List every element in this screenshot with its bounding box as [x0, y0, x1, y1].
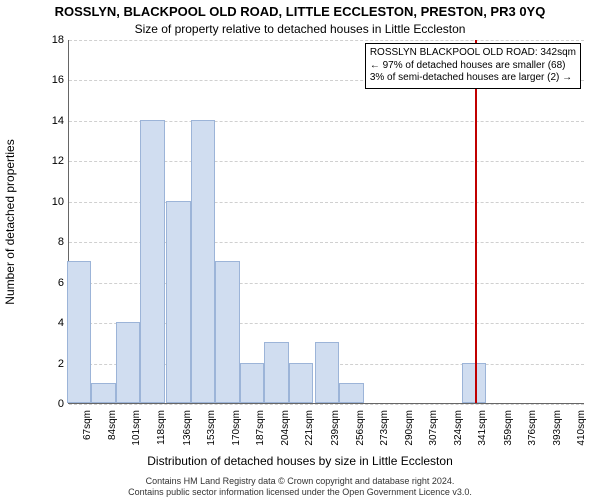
- info-box: ROSSLYN BLACKPOOL OLD ROAD: 342sqm ← 97%…: [365, 43, 581, 89]
- bars-layer: [69, 40, 584, 403]
- xtick-label: 290sqm: [404, 410, 415, 458]
- bar: [289, 363, 314, 403]
- xtick-label: 221sqm: [304, 410, 315, 458]
- footer: Contains HM Land Registry data © Crown c…: [0, 476, 600, 498]
- bar: [264, 342, 289, 403]
- bar: [339, 383, 364, 403]
- ytick-label: 2: [34, 358, 64, 370]
- ytick-label: 6: [34, 277, 64, 289]
- xtick-label: 359sqm: [503, 410, 514, 458]
- footer-line-2: Contains public sector information licen…: [0, 487, 600, 498]
- gridline-h: [69, 404, 584, 405]
- xtick-label: 410sqm: [576, 410, 587, 458]
- chart-main-title: ROSSLYN, BLACKPOOL OLD ROAD, LITTLE ECCL…: [0, 4, 600, 19]
- info-line-2: ← 97% of detached houses are smaller (68…: [370, 60, 576, 73]
- xtick-label: 118sqm: [156, 410, 167, 458]
- bar: [240, 363, 265, 403]
- xtick-label: 170sqm: [231, 410, 242, 458]
- xtick-label: 136sqm: [182, 410, 193, 458]
- xtick-label: 67sqm: [82, 410, 93, 458]
- bar: [166, 201, 191, 403]
- ytick-label: 18: [34, 34, 64, 46]
- ytick-label: 8: [34, 236, 64, 248]
- ytick-label: 16: [34, 74, 64, 86]
- footer-line-1: Contains HM Land Registry data © Crown c…: [0, 476, 600, 487]
- plot-area: ROSSLYN BLACKPOOL OLD ROAD: 342sqm ← 97%…: [68, 40, 584, 404]
- bar: [315, 342, 340, 403]
- xtick-label: 101sqm: [131, 410, 142, 458]
- bar: [116, 322, 141, 403]
- xtick-label: 324sqm: [453, 410, 464, 458]
- ytick-label: 0: [34, 398, 64, 410]
- xtick-label: 273sqm: [379, 410, 390, 458]
- ytick-label: 4: [34, 317, 64, 329]
- bar: [140, 120, 165, 403]
- bar: [67, 261, 92, 403]
- chart-sub-title: Size of property relative to detached ho…: [0, 22, 600, 36]
- xtick-label: 204sqm: [280, 410, 291, 458]
- ytick-label: 14: [34, 115, 64, 127]
- xtick-label: 187sqm: [255, 410, 266, 458]
- xtick-label: 239sqm: [330, 410, 341, 458]
- chart-container: ROSSLYN, BLACKPOOL OLD ROAD, LITTLE ECCL…: [0, 0, 600, 500]
- xtick-label: 393sqm: [552, 410, 563, 458]
- xtick-label: 307sqm: [428, 410, 439, 458]
- bar: [215, 261, 240, 403]
- marker-line: [475, 40, 477, 403]
- xtick-label: 256sqm: [355, 410, 366, 458]
- xtick-label: 341sqm: [477, 410, 488, 458]
- xtick-label: 84sqm: [107, 410, 118, 458]
- xtick-label: 376sqm: [527, 410, 538, 458]
- bar: [462, 363, 487, 403]
- y-axis-label: Number of detached properties: [3, 139, 17, 304]
- info-line-1: ROSSLYN BLACKPOOL OLD ROAD: 342sqm: [370, 47, 576, 60]
- bar: [91, 383, 116, 403]
- bar: [191, 120, 216, 403]
- ytick-label: 12: [34, 155, 64, 167]
- xtick-label: 153sqm: [206, 410, 217, 458]
- ytick-label: 10: [34, 196, 64, 208]
- info-line-3: 3% of semi-detached houses are larger (2…: [370, 72, 576, 85]
- x-axis-label: Distribution of detached houses by size …: [0, 454, 600, 468]
